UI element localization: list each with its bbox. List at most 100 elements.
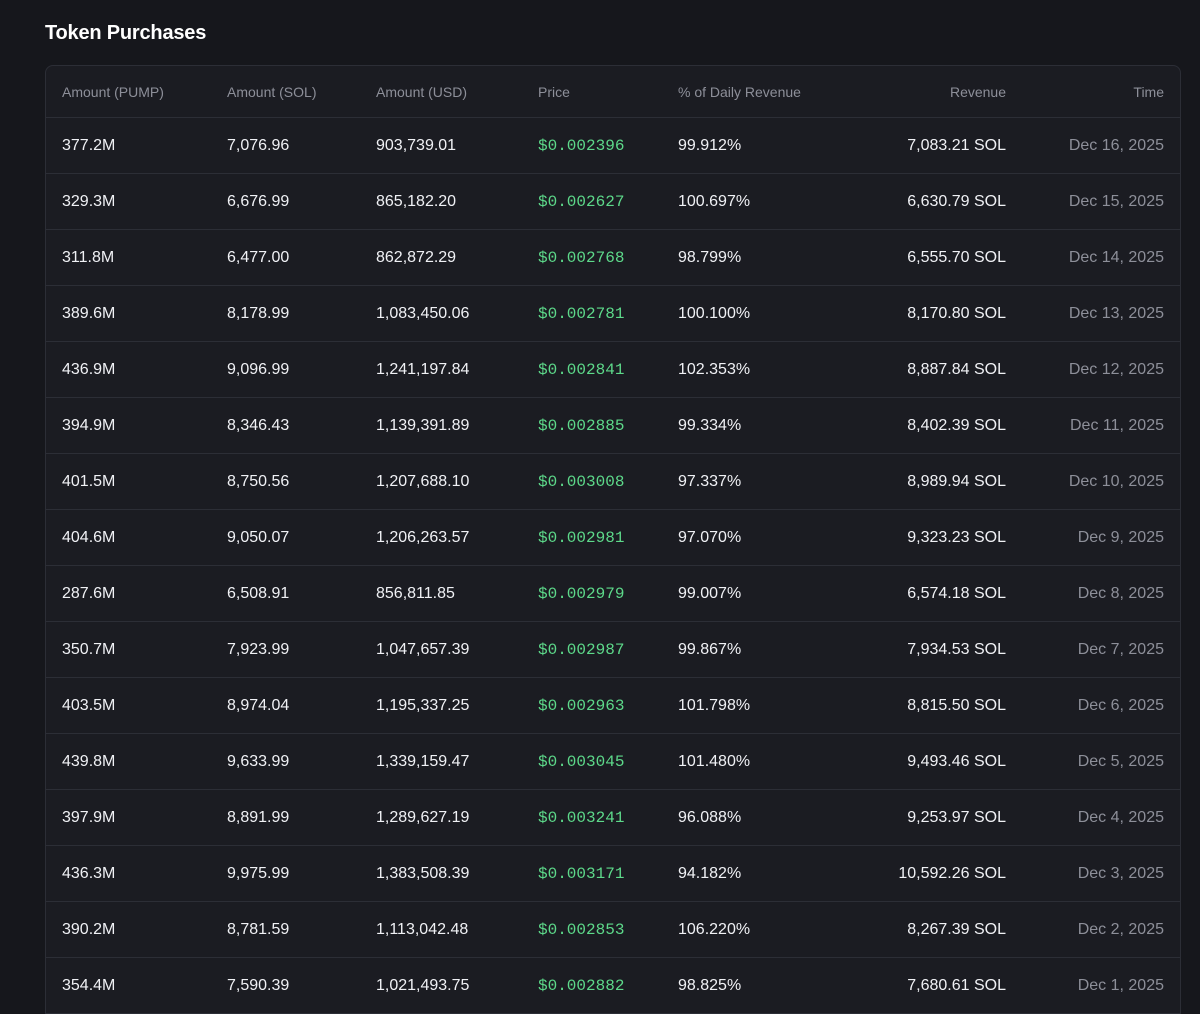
amount-usd-cell: 1,383,508.39 — [376, 845, 538, 902]
price-cell: $0.002781 — [538, 285, 678, 342]
revenue-cell: 7,083.21 SOL — [838, 117, 1006, 174]
amount-pump-cell: 287.6M — [46, 565, 227, 622]
time-cell: Dec 2, 2025 — [1006, 901, 1180, 958]
table-row: 390.2M 8,781.59 1,113,042.48 $0.002853 106.2… — [46, 901, 1180, 958]
amount-sol-cell: 7,076.96 — [227, 117, 376, 174]
column-header-price[interactable]: Price — [538, 66, 678, 118]
daily-revenue-pct-cell: 98.799% — [678, 229, 838, 286]
daily-revenue-pct-cell: 101.480% — [678, 733, 838, 790]
amount-pump-cell: 401.5M — [46, 453, 227, 510]
amount-sol-cell: 6,477.00 — [227, 229, 376, 286]
amount-sol-cell: 9,975.99 — [227, 845, 376, 902]
time-cell: Dec 14, 2025 — [1006, 229, 1180, 286]
table-row: 439.8M 9,633.99 1,339,159.47 $0.003045 101.4… — [46, 733, 1180, 790]
table-row: 401.5M 8,750.56 1,207,688.10 $0.003008 97.33… — [46, 453, 1180, 510]
amount-pump-cell: 439.8M — [46, 733, 227, 790]
section-title: Token Purchases — [45, 22, 207, 44]
amount-usd-cell: 865,182.20 — [376, 173, 538, 230]
amount-usd-cell: 1,139,391.89 — [376, 397, 538, 454]
table-body: 377.2M 7,076.96 903,739.01 $0.002396 99.912%… — [46, 117, 1180, 1014]
amount-usd-cell: 1,047,657.39 — [376, 621, 538, 678]
revenue-cell: 10,592.26 SOL — [838, 845, 1006, 902]
amount-usd-cell: 1,206,263.57 — [376, 509, 538, 566]
price-cell: $0.002885 — [538, 397, 678, 454]
daily-revenue-pct-cell: 100.100% — [678, 285, 838, 342]
time-cell: Dec 8, 2025 — [1006, 565, 1180, 622]
column-header-time[interactable]: Time — [1006, 66, 1180, 118]
amount-pump-cell: 436.9M — [46, 341, 227, 398]
table-row: 436.3M 9,975.99 1,383,508.39 $0.003171 94.18… — [46, 845, 1180, 902]
time-cell: Dec 16, 2025 — [1006, 117, 1180, 174]
daily-revenue-pct-cell: 94.182% — [678, 845, 838, 902]
price-cell: $0.002987 — [538, 621, 678, 678]
revenue-cell: 9,493.46 SOL — [838, 733, 1006, 790]
daily-revenue-pct-cell: 101.798% — [678, 677, 838, 734]
time-cell: Dec 4, 2025 — [1006, 789, 1180, 846]
time-cell: Dec 9, 2025 — [1006, 509, 1180, 566]
amount-usd-cell: 1,021,493.75 — [376, 957, 538, 1014]
revenue-cell: 8,267.39 SOL — [838, 901, 1006, 958]
price-cell: $0.003008 — [538, 453, 678, 510]
amount-pump-cell: 311.8M — [46, 229, 227, 286]
column-header-amount-sol[interactable]: Amount (SOL) — [227, 66, 376, 118]
revenue-cell: 6,555.70 SOL — [838, 229, 1006, 286]
daily-revenue-pct-cell: 98.825% — [678, 957, 838, 1014]
amount-usd-cell: 1,339,159.47 — [376, 733, 538, 790]
price-cell: $0.002627 — [538, 173, 678, 230]
daily-revenue-pct-cell: 100.697% — [678, 173, 838, 230]
price-cell: $0.003045 — [538, 733, 678, 790]
revenue-cell: 8,402.39 SOL — [838, 397, 1006, 454]
daily-revenue-pct-cell: 99.334% — [678, 397, 838, 454]
daily-revenue-pct-cell: 97.070% — [678, 509, 838, 566]
amount-pump-cell: 404.6M — [46, 509, 227, 566]
column-header-daily-revenue-pct[interactable]: % of Daily Revenue — [678, 66, 838, 118]
amount-usd-cell: 1,241,197.84 — [376, 341, 538, 398]
time-cell: Dec 7, 2025 — [1006, 621, 1180, 678]
amount-usd-cell: 862,872.29 — [376, 229, 538, 286]
price-cell: $0.003241 — [538, 789, 678, 846]
amount-sol-cell: 6,508.91 — [227, 565, 376, 622]
revenue-cell: 8,170.80 SOL — [838, 285, 1006, 342]
table-row: 350.7M 7,923.99 1,047,657.39 $0.002987 99.86… — [46, 621, 1180, 678]
revenue-cell: 8,887.84 SOL — [838, 341, 1006, 398]
amount-usd-cell: 1,195,337.25 — [376, 677, 538, 734]
daily-revenue-pct-cell: 99.007% — [678, 565, 838, 622]
amount-pump-cell: 397.9M — [46, 789, 227, 846]
time-cell: Dec 13, 2025 — [1006, 285, 1180, 342]
table-row: 404.6M 9,050.07 1,206,263.57 $0.002981 97.07… — [46, 509, 1180, 566]
table-row: 397.9M 8,891.99 1,289,627.19 $0.003241 96.08… — [46, 789, 1180, 846]
time-cell: Dec 1, 2025 — [1006, 957, 1180, 1014]
table-row: 394.9M 8,346.43 1,139,391.89 $0.002885 99.33… — [46, 397, 1180, 454]
column-header-revenue[interactable]: Revenue — [838, 66, 1006, 118]
daily-revenue-pct-cell: 106.220% — [678, 901, 838, 958]
revenue-cell: 8,989.94 SOL — [838, 453, 1006, 510]
table-row: 329.3M 6,676.99 865,182.20 $0.002627 100.697… — [46, 173, 1180, 230]
amount-sol-cell: 8,346.43 — [227, 397, 376, 454]
amount-usd-cell: 1,083,450.06 — [376, 285, 538, 342]
amount-usd-cell: 1,207,688.10 — [376, 453, 538, 510]
revenue-cell: 6,630.79 SOL — [838, 173, 1006, 230]
table-row: 354.4M 7,590.39 1,021,493.75 $0.002882 98.82… — [46, 957, 1180, 1014]
time-cell: Dec 3, 2025 — [1006, 845, 1180, 902]
price-cell: $0.002963 — [538, 677, 678, 734]
revenue-cell: 9,323.23 SOL — [838, 509, 1006, 566]
amount-pump-cell: 403.5M — [46, 677, 227, 734]
column-header-amount-pump[interactable]: Amount (PUMP) — [46, 66, 227, 118]
daily-revenue-pct-cell: 96.088% — [678, 789, 838, 846]
amount-sol-cell: 9,096.99 — [227, 341, 376, 398]
price-cell: $0.002396 — [538, 117, 678, 174]
amount-usd-cell: 1,113,042.48 — [376, 901, 538, 958]
price-cell: $0.002981 — [538, 509, 678, 566]
revenue-cell: 8,815.50 SOL — [838, 677, 1006, 734]
amount-sol-cell: 8,974.04 — [227, 677, 376, 734]
time-cell: Dec 12, 2025 — [1006, 341, 1180, 398]
price-cell: $0.002853 — [538, 901, 678, 958]
amount-sol-cell: 9,633.99 — [227, 733, 376, 790]
amount-pump-cell: 354.4M — [46, 957, 227, 1014]
amount-pump-cell: 436.3M — [46, 845, 227, 902]
daily-revenue-pct-cell: 99.912% — [678, 117, 838, 174]
amount-pump-cell: 394.9M — [46, 397, 227, 454]
amount-sol-cell: 8,781.59 — [227, 901, 376, 958]
amount-pump-cell: 377.2M — [46, 117, 227, 174]
column-header-amount-usd[interactable]: Amount (USD) — [376, 66, 538, 118]
